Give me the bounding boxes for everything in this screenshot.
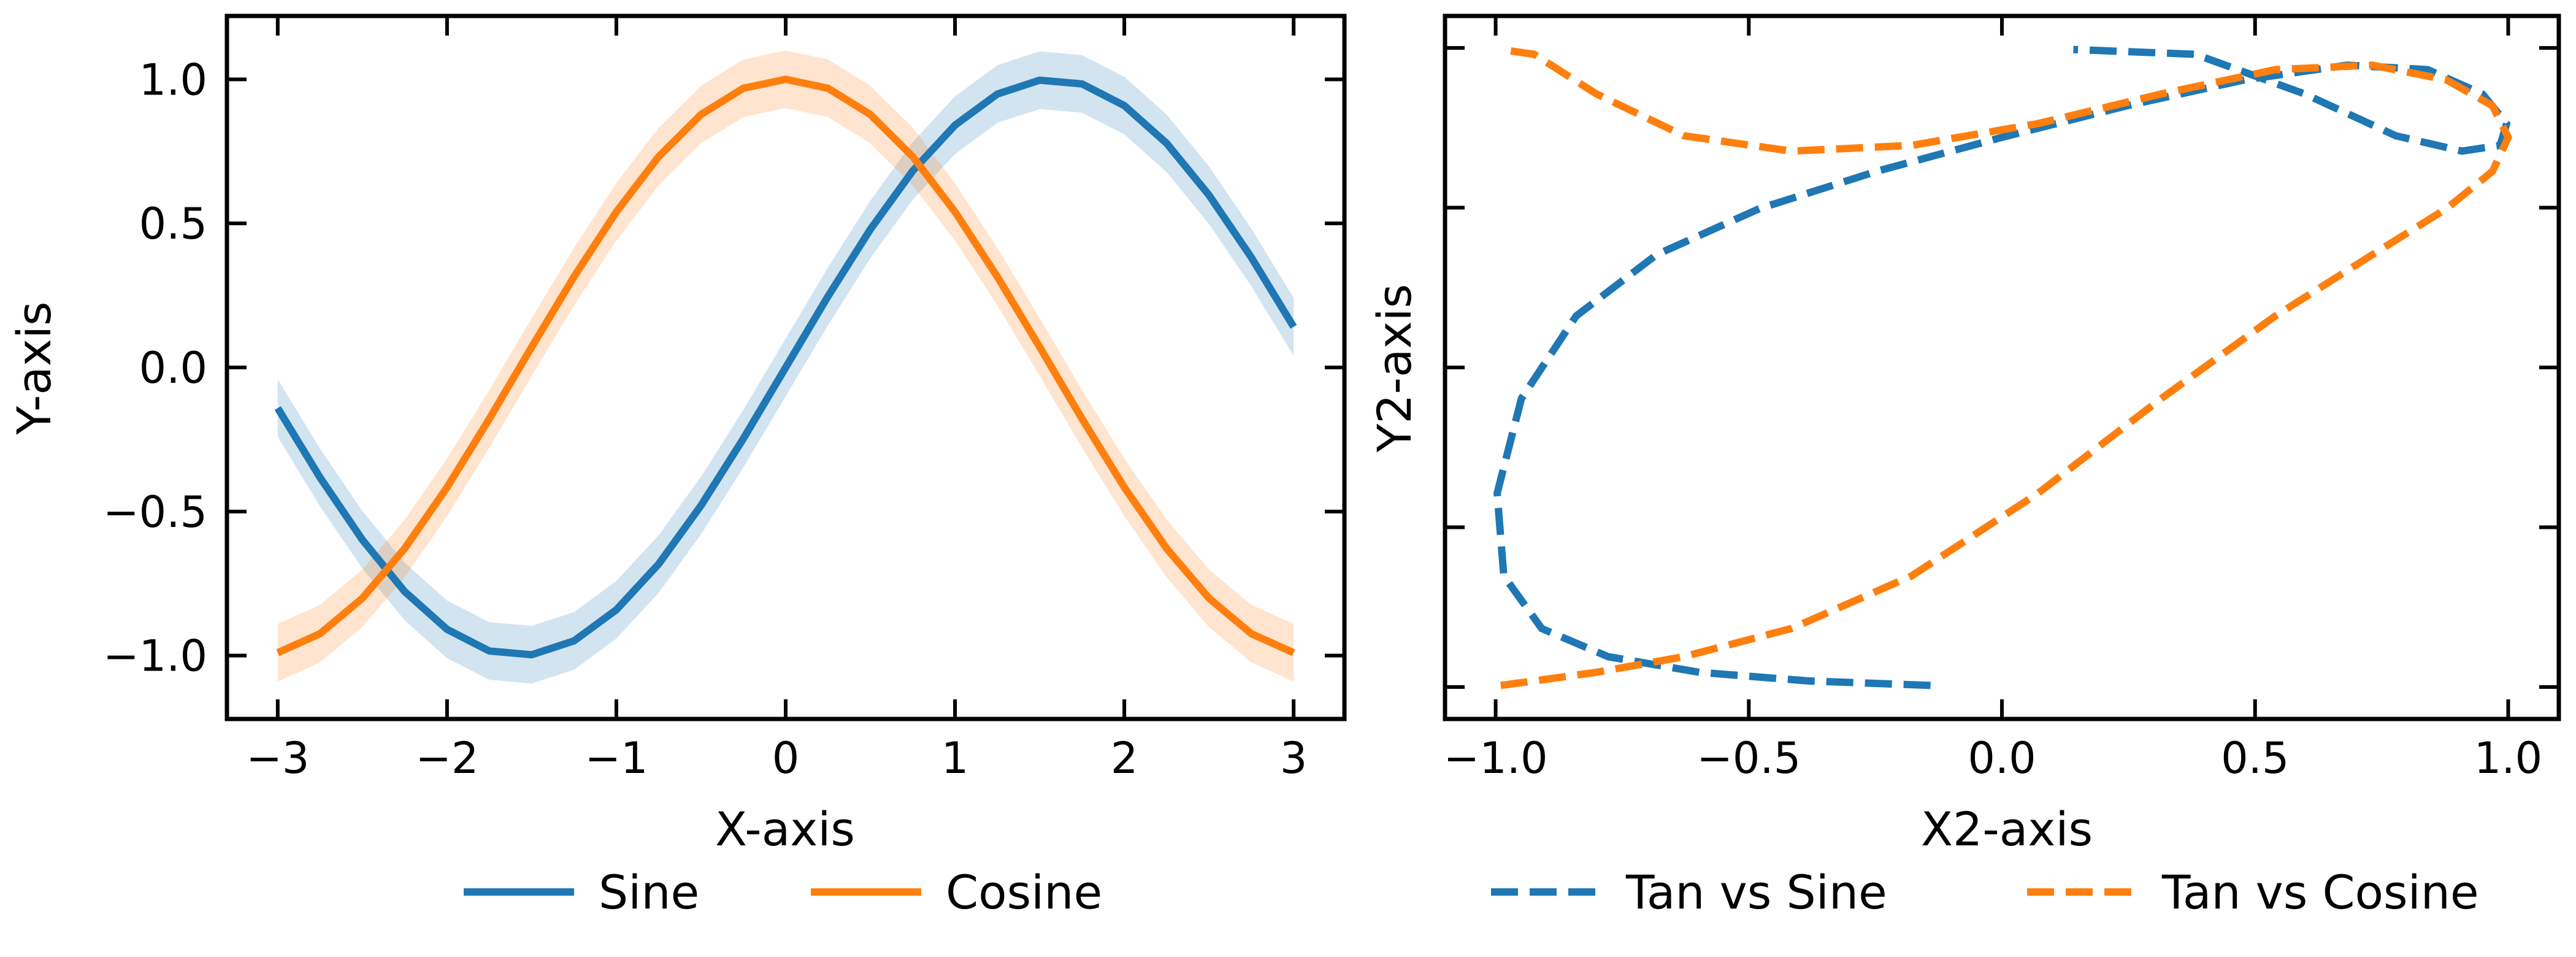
y-tick-label: 1.0 (139, 55, 207, 105)
right-chart-y-axis-label: Y2-axis (1367, 284, 1422, 453)
x-tick-label: −1 (585, 733, 648, 783)
x-tick-label: 3 (1280, 733, 1308, 783)
right-chart-y-ticks (1445, 46, 2559, 689)
right-chart-x-axis-label: X2-axis (1921, 802, 2093, 856)
series-line-tan-vs-cosine (1500, 45, 2512, 690)
series-line-tan-vs-sine (1493, 45, 2510, 690)
right-chart-legend: Tan vs Sine Tan vs Cosine (1491, 865, 2479, 920)
x-tick-label: 0.0 (1968, 733, 2036, 783)
x-tick-label: −1.0 (1444, 733, 1548, 783)
legend-label: Cosine (946, 865, 1102, 920)
y-tick-label: 0.5 (139, 199, 207, 249)
y-tick-label: −0.5 (103, 487, 207, 537)
right-chart-panel: −1.0 −0.5 0.0 0.5 1.0 X2-axis Y2-axis Tan vs… (1367, 13, 2561, 920)
x-tick-label: 0.5 (2221, 733, 2289, 783)
x-tick-label: −0.5 (1696, 733, 1801, 783)
x-tick-label: 1.0 (2474, 733, 2542, 783)
series-line-sine (274, 76, 1297, 659)
x-tick-label: −2 (415, 733, 478, 783)
left-chart-y-ticks: −1.0 −0.5 0.0 0.5 1.0 (103, 55, 1344, 682)
x-tick-label: −3 (246, 733, 309, 783)
x-tick-label: 0 (772, 733, 800, 783)
right-chart-x-ticks: −1.0 −0.5 0.0 0.5 1.0 (1444, 16, 2542, 783)
x-tick-label: 2 (1111, 733, 1138, 783)
legend-label: Tan vs Sine (1625, 865, 1887, 920)
series-line-cosine (276, 75, 1295, 656)
legend-label: Tan vs Cosine (2161, 865, 2479, 920)
left-chart-panel: −3 −2 −1 0 1 2 3 −1.0 −0.5 0.0 0.5 1.0 X-axis Y-ax… (7, 13, 1347, 920)
y-tick-label: 0.0 (139, 343, 207, 393)
left-chart-series-lines (274, 75, 1297, 659)
legend-label: Sine (599, 865, 699, 920)
left-chart-x-ticks: −3 −2 −1 0 1 2 3 (246, 16, 1307, 783)
right-chart-series-lines (1493, 45, 2512, 690)
left-chart-y-axis-label: Y-axis (7, 301, 61, 435)
y-tick-label: −1.0 (103, 631, 207, 682)
left-chart-x-axis-label: X-axis (715, 802, 855, 856)
x-tick-label: 1 (941, 733, 969, 783)
left-chart-legend: Sine Cosine (464, 865, 1102, 920)
